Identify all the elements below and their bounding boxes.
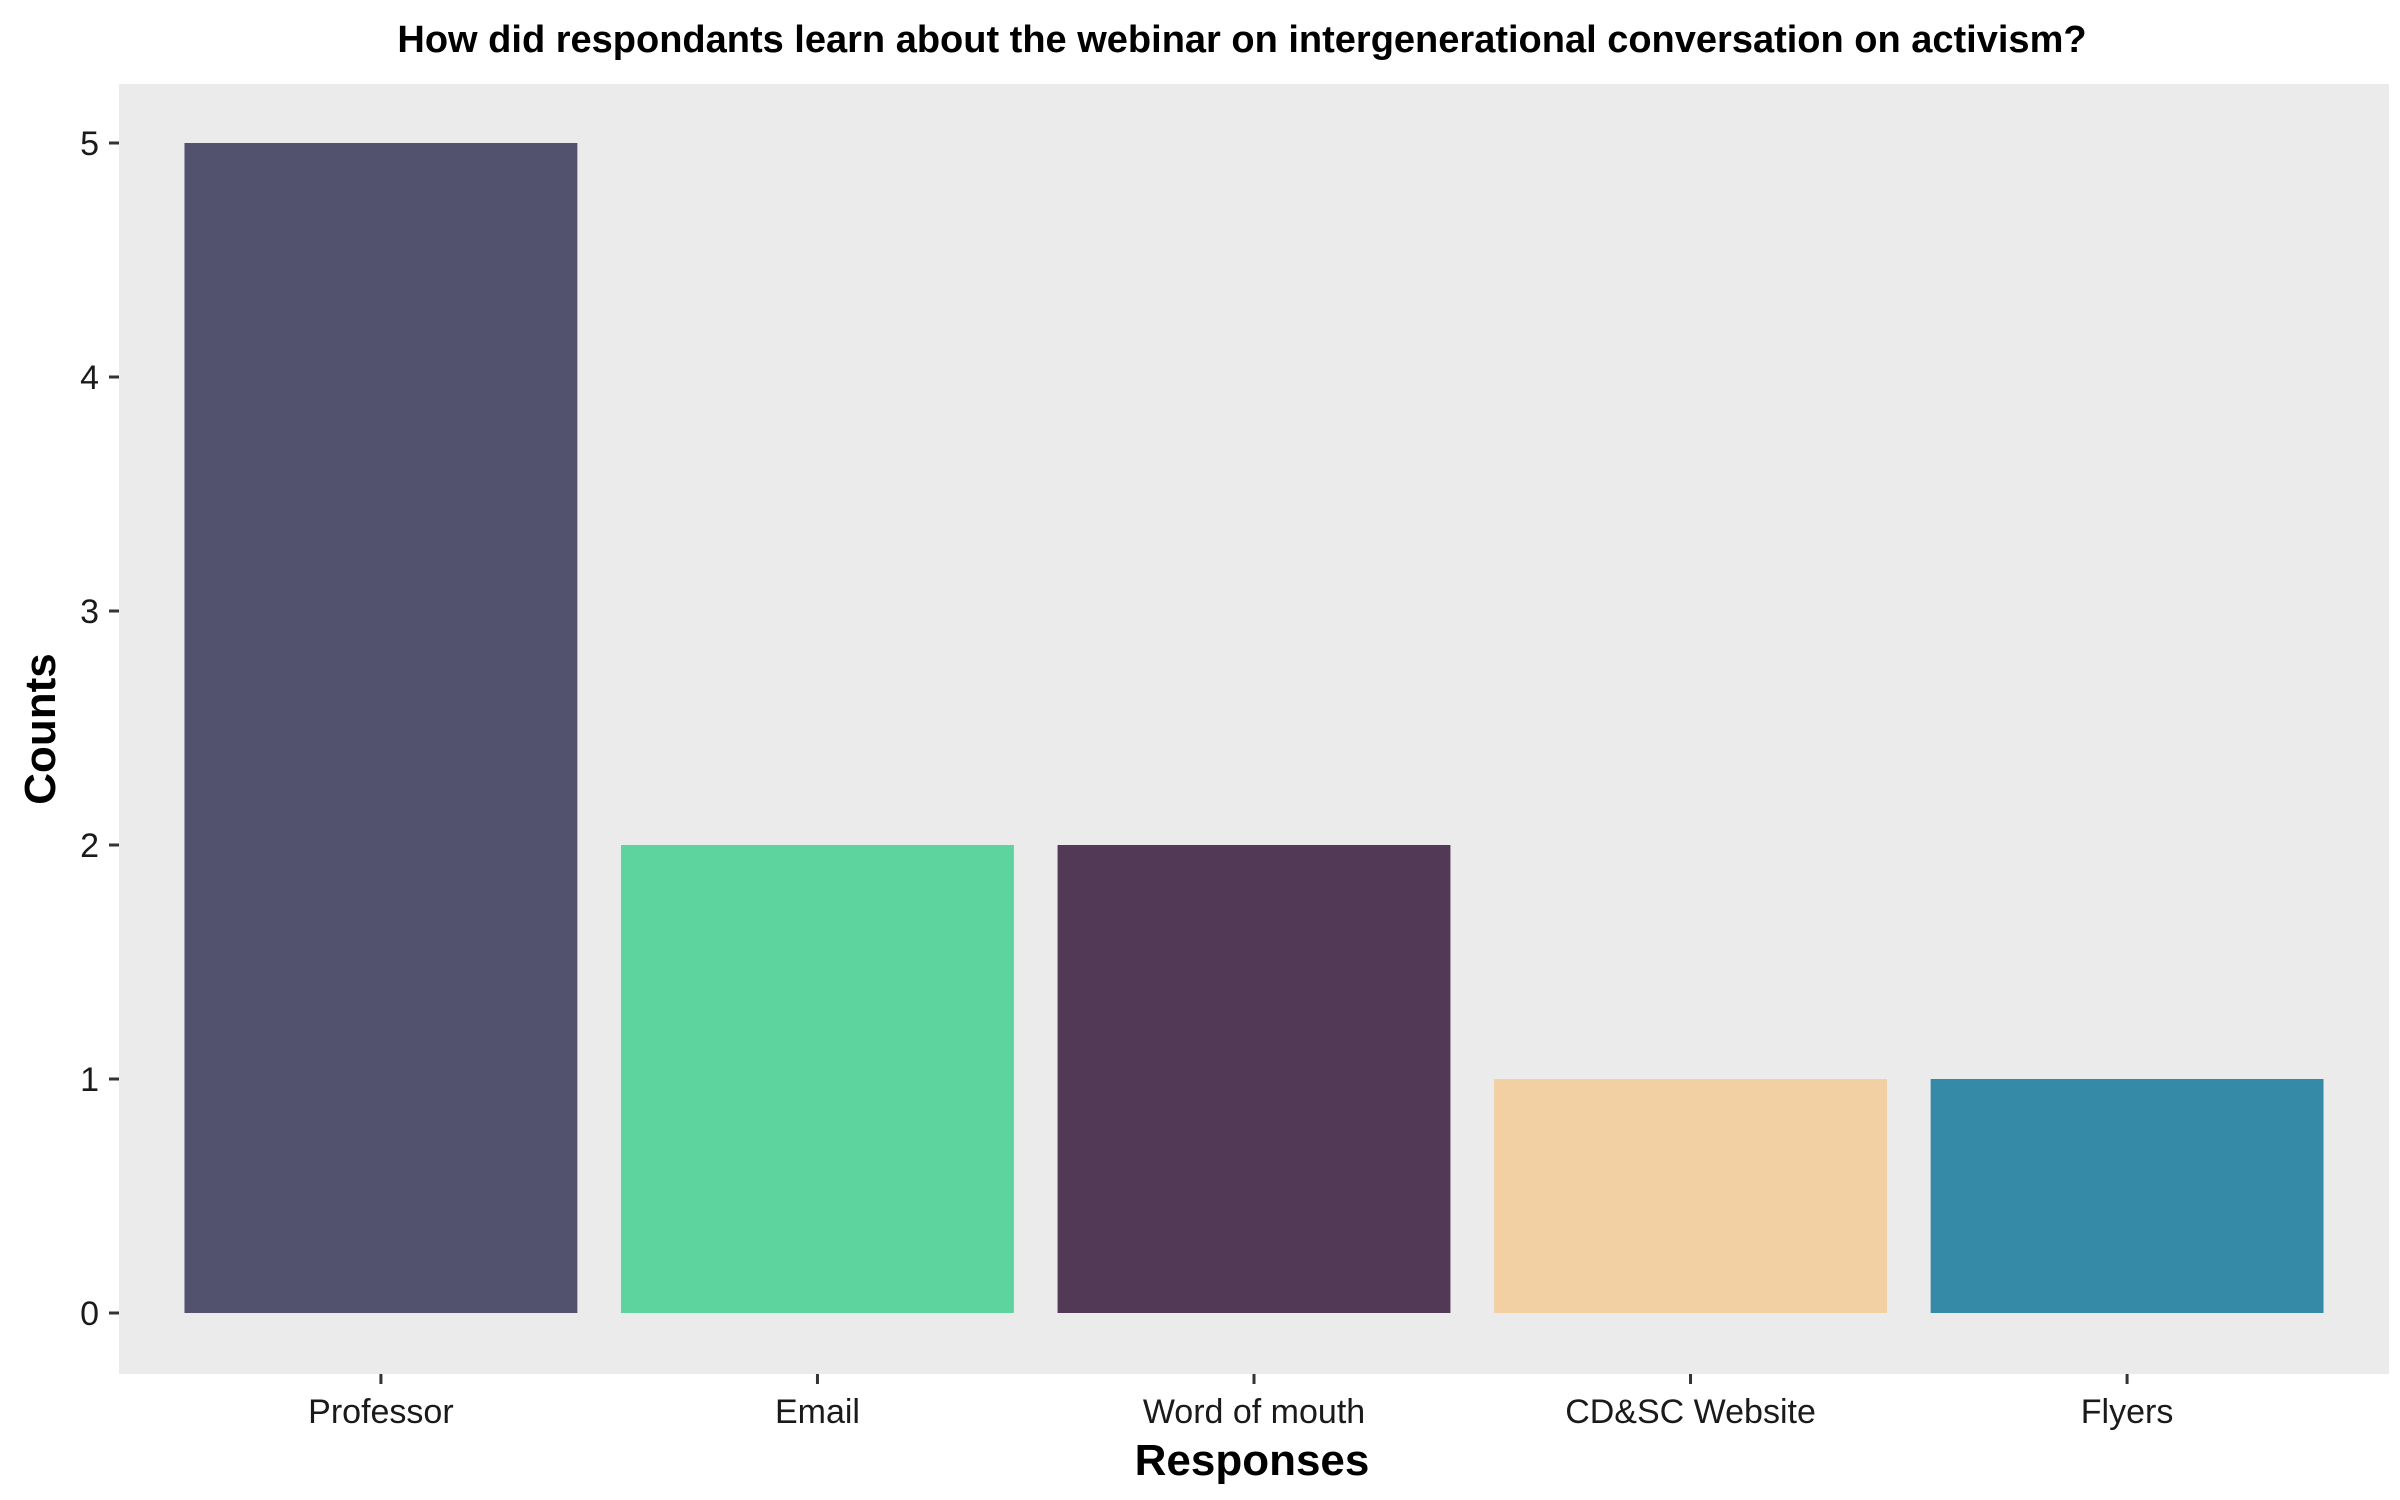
x-axis: Professor Email Word of mouth CD&SC Website… — [308, 1374, 2173, 1431]
bar-email — [621, 845, 1014, 1313]
y-axis: 0 1 2 3 4 5 — [80, 125, 119, 1333]
x-tick-label: CD&SC Website — [1565, 1393, 1816, 1431]
x-tick-label: Professor — [308, 1393, 454, 1431]
y-tick-label: 0 — [80, 1295, 99, 1333]
y-tick-label: 5 — [80, 125, 99, 163]
x-tick-label: Flyers — [2081, 1393, 2174, 1431]
x-tick-label: Email — [775, 1393, 860, 1431]
bar-word-of-mouth — [1057, 845, 1451, 1313]
y-tick-label: 2 — [80, 827, 99, 865]
x-tick-label: Word of mouth — [1143, 1393, 1365, 1431]
y-axis-title: Counts — [16, 653, 65, 805]
y-tick-label: 3 — [80, 593, 99, 631]
bar-cd-sc-website — [1494, 1079, 1887, 1313]
x-axis-title: Responses — [1135, 1436, 1370, 1485]
chart-title: How did respondants learn about the webi… — [397, 19, 2086, 61]
bar-flyers — [1930, 1079, 2324, 1313]
y-tick-label: 4 — [80, 359, 99, 397]
y-tick-label: 1 — [80, 1061, 99, 1099]
bars-group — [184, 143, 2324, 1313]
bar-professor — [184, 143, 578, 1313]
